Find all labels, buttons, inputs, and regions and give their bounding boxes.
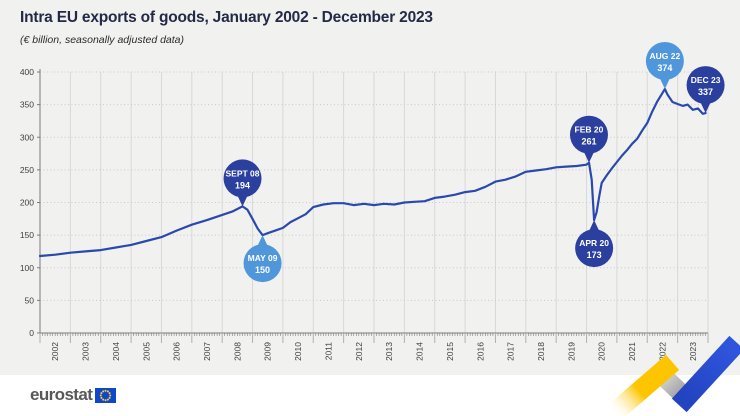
eu-flag-star [102,398,105,401]
year-label: 2003 [81,342,91,361]
y-tick-label: 100 [20,263,34,273]
callout-bubble [223,159,262,198]
year-label: 2012 [354,342,364,361]
eu-flag-star [109,394,112,396]
data-line [38,87,707,258]
year-label: 2004 [111,342,121,361]
year-label: 2020 [597,342,607,361]
callout-label: MAY 09 [248,253,278,263]
callout-bubble [645,41,684,80]
chart-title: Intra EU exports of goods, January 2002 … [20,9,433,26]
year-label: 2007 [202,342,212,361]
y-tick-label: 50 [25,295,35,305]
callout-value: 194 [235,180,250,190]
year-label: 2021 [627,342,637,361]
year-label: 2011 [323,342,333,361]
callout-value: 374 [657,63,672,73]
eu-flag-star [100,396,103,399]
year-label: 2015 [445,342,455,361]
eu-flag-star [107,398,110,401]
year-label: 2019 [566,342,576,361]
eu-flag-star [100,391,103,394]
callout-bubble [243,244,282,283]
line-chart: 0 50 100 150 200 250 300 350 400 2002 2003 2004 2005… [20,41,725,361]
year-label: 2005 [141,342,151,361]
callout-value: 337 [698,87,713,97]
eurostat-logo: eurostat [30,385,117,405]
callout-bubble [575,229,614,268]
callout-label: APR 20 [579,238,609,248]
year-label: 2008 [232,342,242,361]
eurostat-wordmark: eurostat [30,385,93,404]
year-label: 2016 [475,342,485,361]
y-tick-label: 300 [20,132,34,142]
eu-flag-star [108,396,111,399]
y-tick-label: 250 [20,165,34,175]
callout-label: FEB 20 [575,125,604,135]
year-label: 2022 [657,342,667,361]
eu-flag-star [108,391,111,394]
callout-label: DEC 23 [691,75,721,85]
y-tick-label: 0 [29,328,34,338]
chart-subtitle: (€ billion, seasonally adjusted data) [20,34,185,46]
callout-value: 261 [581,137,596,147]
eu-flag-star [107,389,110,392]
year-label: 2014 [415,342,425,361]
eu-flag-star [104,398,107,401]
y-tick-label: 200 [20,198,34,208]
callout-label: SEPT 08 [226,168,260,178]
year-label: 2009 [263,342,273,361]
eu-flag-star [102,389,105,392]
callout-value: 150 [255,265,270,275]
year-label: 2018 [536,342,546,361]
year-label: 2006 [172,342,182,361]
year-label: 2013 [384,342,394,361]
callout-bubble [569,115,608,154]
year-label: 2023 [688,342,698,361]
y-tick-label: 150 [20,230,34,240]
footer-bar: eurostat [0,375,740,416]
callout-bubble [686,66,725,105]
eu-flag-star [100,394,103,396]
callout-label: AUG 22 [650,51,681,61]
callout-value: 173 [587,250,602,260]
year-label: 2002 [50,342,60,361]
y-tick-label: 350 [20,100,34,110]
eu-flag-star [104,389,107,392]
year-label: 2010 [293,342,303,361]
y-tick-label: 400 [20,67,34,77]
eu-flag-icon [95,387,117,403]
year-label: 2017 [506,342,516,361]
